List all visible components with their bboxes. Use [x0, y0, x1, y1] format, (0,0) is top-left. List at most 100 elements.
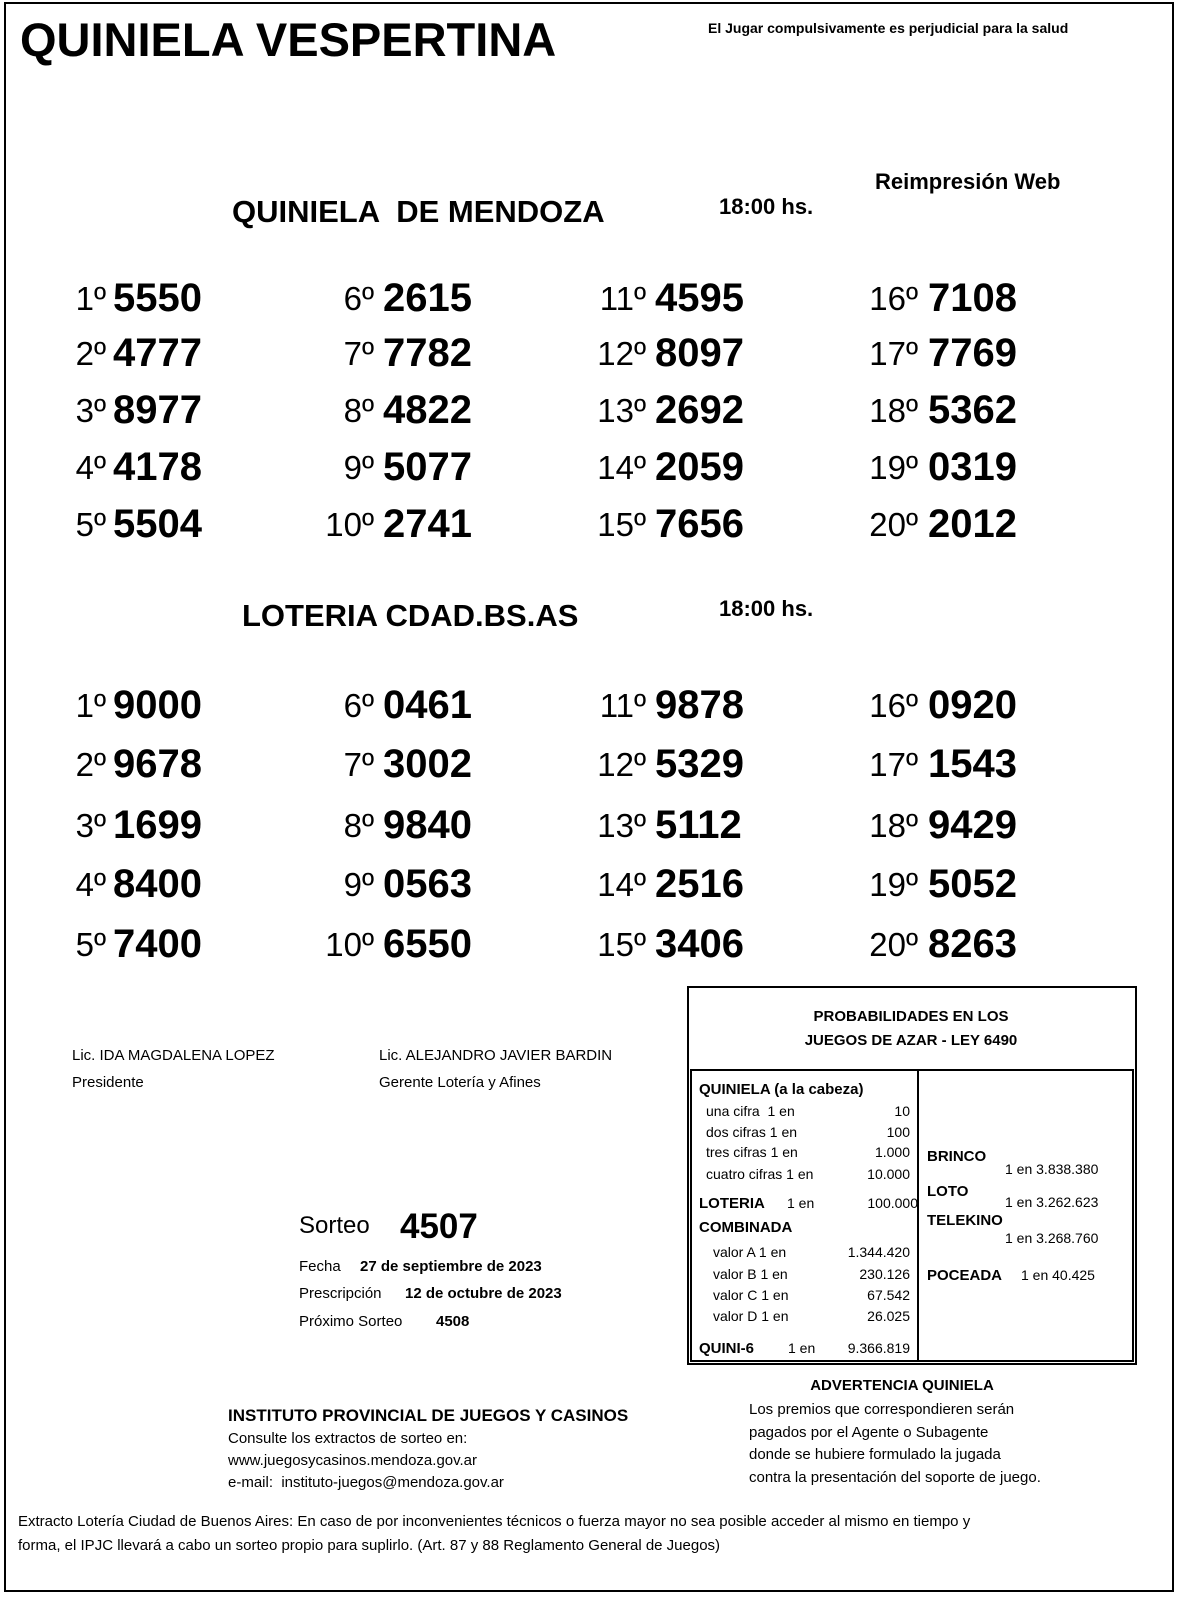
result-number: 8977 — [113, 388, 202, 432]
result-number: 9000 — [113, 683, 202, 727]
prob-heading: TELEKINO — [927, 1212, 1003, 1229]
result-number: 9429 — [928, 803, 1017, 847]
result-number: 0563 — [383, 862, 472, 906]
position: 19º — [869, 866, 918, 903]
position: 3º — [75, 807, 106, 844]
prob-heading: LOTERIA — [699, 1195, 765, 1212]
position: 13º — [597, 392, 646, 429]
position: 5º — [75, 506, 106, 543]
prob-value: 100.000 — [867, 1195, 918, 1211]
result-number: 7769 — [928, 331, 1017, 375]
fecha: 27 de septiembre de 2023 — [360, 1258, 542, 1275]
prob-label: valor B 1 en — [713, 1266, 788, 1282]
fecha-label: Fecha — [299, 1258, 341, 1275]
sorteo-label: Sorteo — [299, 1212, 370, 1239]
result-number: 7108 — [928, 276, 1017, 320]
position: 4º — [75, 449, 106, 486]
footer-line: forma, el IPJC llevará a cabo un sorteo … — [18, 1537, 721, 1554]
health-warning: El Jugar compulsivamente es perjudicial … — [708, 20, 1069, 36]
prob-label: 1 en — [788, 1340, 816, 1356]
prob-title: PROBABILIDADES EN LOS — [813, 1008, 1009, 1025]
position: 3º — [75, 392, 106, 429]
position: 14º — [597, 866, 646, 903]
position: 15º — [597, 506, 646, 543]
result-number: 7400 — [113, 922, 202, 966]
position: 19º — [869, 449, 918, 486]
result-number: 4595 — [655, 276, 744, 320]
footer-line: Extracto Lotería Ciudad de Buenos Aires:… — [18, 1513, 971, 1530]
prob-value: 1 en 3.268.760 — [1005, 1230, 1099, 1246]
position: 2º — [75, 746, 106, 783]
advertencia-line: contra la presentación del soporte de ju… — [749, 1469, 1041, 1486]
result-number: 4178 — [113, 445, 202, 489]
prob-value: 1 en 40.425 — [1021, 1267, 1095, 1283]
result-number: 0920 — [928, 683, 1017, 727]
institute-line: www.juegosycasinos.mendoza.gov.ar — [228, 1452, 478, 1469]
result-number: 5077 — [383, 445, 472, 489]
signature-role: Gerente Lotería y Afines — [379, 1074, 541, 1091]
result-number: 3406 — [655, 922, 744, 966]
prob-heading: COMBINADA — [699, 1219, 793, 1236]
position: 8º — [343, 392, 374, 429]
prob-heading: QUINIELA (a la cabeza) — [699, 1081, 864, 1098]
prob-value: 1 en 3.262.623 — [1005, 1194, 1099, 1210]
position: 7º — [343, 746, 374, 783]
prob-label: valor A 1 en — [713, 1244, 787, 1260]
result-number: 9840 — [383, 803, 472, 847]
position: 4º — [75, 866, 106, 903]
position: 11º — [599, 687, 646, 724]
position: 17º — [869, 335, 918, 372]
prob-box — [687, 986, 1137, 1365]
proximo-label: Próximo Sorteo — [299, 1313, 403, 1330]
result-number: 9878 — [655, 683, 744, 727]
prob-label: dos cifras 1 en — [706, 1124, 798, 1140]
result-number: 5504 — [113, 502, 202, 546]
position: 16º — [869, 280, 918, 317]
position: 5º — [75, 926, 106, 963]
reprint-label: Reimpresión Web — [875, 169, 1061, 194]
position: 1º — [75, 687, 106, 724]
result-number: 8400 — [113, 862, 202, 906]
result-number: 9678 — [113, 742, 202, 786]
result-number: 7656 — [655, 502, 744, 546]
position: 13º — [597, 807, 646, 844]
prob-value: 1.000 — [874, 1144, 910, 1160]
prob-value: 230.126 — [859, 1266, 910, 1282]
position: 12º — [597, 746, 646, 783]
prob-label: valor C 1 en — [713, 1287, 789, 1303]
prob-divider — [917, 1071, 919, 1361]
position: 10º — [325, 506, 374, 543]
prob-label: 1 en — [787, 1195, 815, 1211]
prob-heading: LOTO — [927, 1183, 969, 1200]
result-number: 5550 — [113, 276, 202, 320]
position: 20º — [869, 926, 918, 963]
title: QUINIELA VESPERTINA — [20, 13, 557, 66]
position: 12º — [597, 335, 646, 372]
proximo: 4508 — [436, 1313, 470, 1330]
position: 10º — [325, 926, 374, 963]
advertencia-line: donde se hubiere formulado la jugada — [749, 1446, 1001, 1463]
institute-line: Consulte los extractos de sorteo en: — [228, 1430, 468, 1447]
prob-value: 100 — [886, 1124, 910, 1140]
position: 14º — [597, 449, 646, 486]
result-number: 1543 — [928, 742, 1017, 786]
position: 8º — [343, 807, 374, 844]
draw-time: 18:00 hs. — [719, 596, 814, 621]
position: 7º — [343, 335, 374, 372]
prob-value: 9.366.819 — [847, 1340, 910, 1356]
result-number: 7782 — [383, 331, 472, 375]
result-number: 5112 — [655, 803, 742, 847]
prob-heading: BRINCO — [927, 1148, 987, 1165]
prob-value: 67.542 — [867, 1287, 910, 1303]
position: 18º — [869, 392, 918, 429]
sorteo-number: 4507 — [400, 1207, 478, 1246]
position: 15º — [597, 926, 646, 963]
result-number: 4777 — [113, 331, 202, 375]
result-number: 5362 — [928, 388, 1017, 432]
institute-line: e-mail: instituto-juegos@mendoza.gov.ar — [228, 1474, 504, 1491]
position: 6º — [343, 280, 374, 317]
result-number: 0319 — [928, 445, 1017, 489]
result-number: 6550 — [383, 922, 472, 966]
draw-name: QUINIELA DE MENDOZA — [232, 194, 605, 229]
